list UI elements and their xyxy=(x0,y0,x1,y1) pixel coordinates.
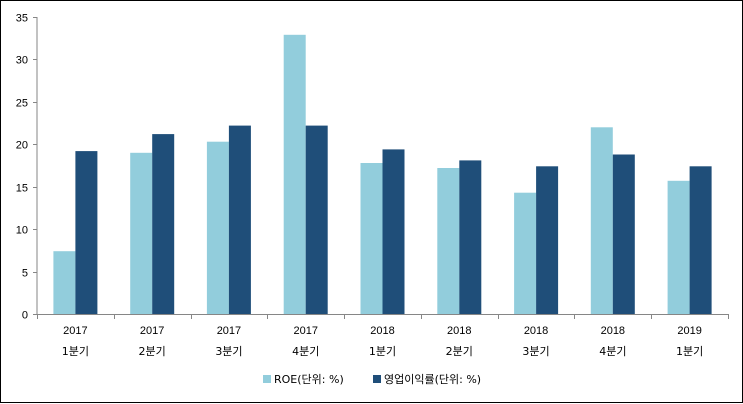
y-tick-label: 10 xyxy=(16,225,28,237)
x-category-quarter: 2분기 xyxy=(446,345,473,358)
legend-roe-label: ROE(단위: %) xyxy=(274,373,344,386)
x-category-year: 2017 xyxy=(140,325,164,337)
legend-operating-margin-swatch xyxy=(373,375,381,383)
legend-roe-swatch xyxy=(263,375,271,383)
x-category-quarter: 1분기 xyxy=(676,345,703,358)
y-tick-label: 15 xyxy=(16,183,28,195)
legend-operating-margin-label: 영업이익률(단위: %) xyxy=(384,373,481,386)
x-category-quarter: 1분기 xyxy=(62,345,89,358)
y-tick-label: 25 xyxy=(16,98,28,110)
bar-operating-margin xyxy=(152,134,175,314)
x-category-year: 2019 xyxy=(677,325,701,337)
x-category-quarter: 3분기 xyxy=(215,345,242,358)
x-category-quarter: 1분기 xyxy=(369,345,396,358)
bar-operating-margin xyxy=(689,166,712,314)
bar-roe xyxy=(360,163,383,314)
bar-operating-margin xyxy=(612,154,635,314)
bar-roe xyxy=(667,180,690,314)
bar-operating-margin xyxy=(75,151,98,314)
y-tick-label: 0 xyxy=(22,310,28,322)
bar-operating-margin xyxy=(382,149,405,314)
bar-roe xyxy=(437,168,460,314)
x-category-year: 2018 xyxy=(601,325,625,337)
y-tick-label: 5 xyxy=(22,268,28,280)
x-category-year: 2018 xyxy=(524,325,548,337)
bar-roe xyxy=(206,141,229,314)
bar-roe xyxy=(130,152,153,314)
bar-operating-margin xyxy=(228,125,251,314)
y-tick-label: 20 xyxy=(16,140,28,152)
x-category-year: 2018 xyxy=(370,325,394,337)
bar-operating-margin xyxy=(459,160,482,314)
bar-operating-margin xyxy=(536,166,559,314)
x-category-quarter: 3분기 xyxy=(522,345,549,358)
x-category-quarter: 4분기 xyxy=(599,345,626,358)
bar-operating-margin xyxy=(305,125,328,314)
x-category-year: 2018 xyxy=(447,325,471,337)
x-category-quarter: 4분기 xyxy=(292,345,319,358)
x-category-quarter: 2분기 xyxy=(139,345,166,358)
y-tick-label: 35 xyxy=(16,13,28,25)
bar-roe xyxy=(283,34,306,315)
bar-roe xyxy=(590,127,613,314)
bar-roe xyxy=(514,192,537,314)
x-category-year: 2017 xyxy=(217,325,241,337)
y-tick-label: 30 xyxy=(16,55,28,67)
bar-roe xyxy=(53,251,76,314)
x-category-year: 2017 xyxy=(63,325,87,337)
x-category-year: 2017 xyxy=(293,325,317,337)
